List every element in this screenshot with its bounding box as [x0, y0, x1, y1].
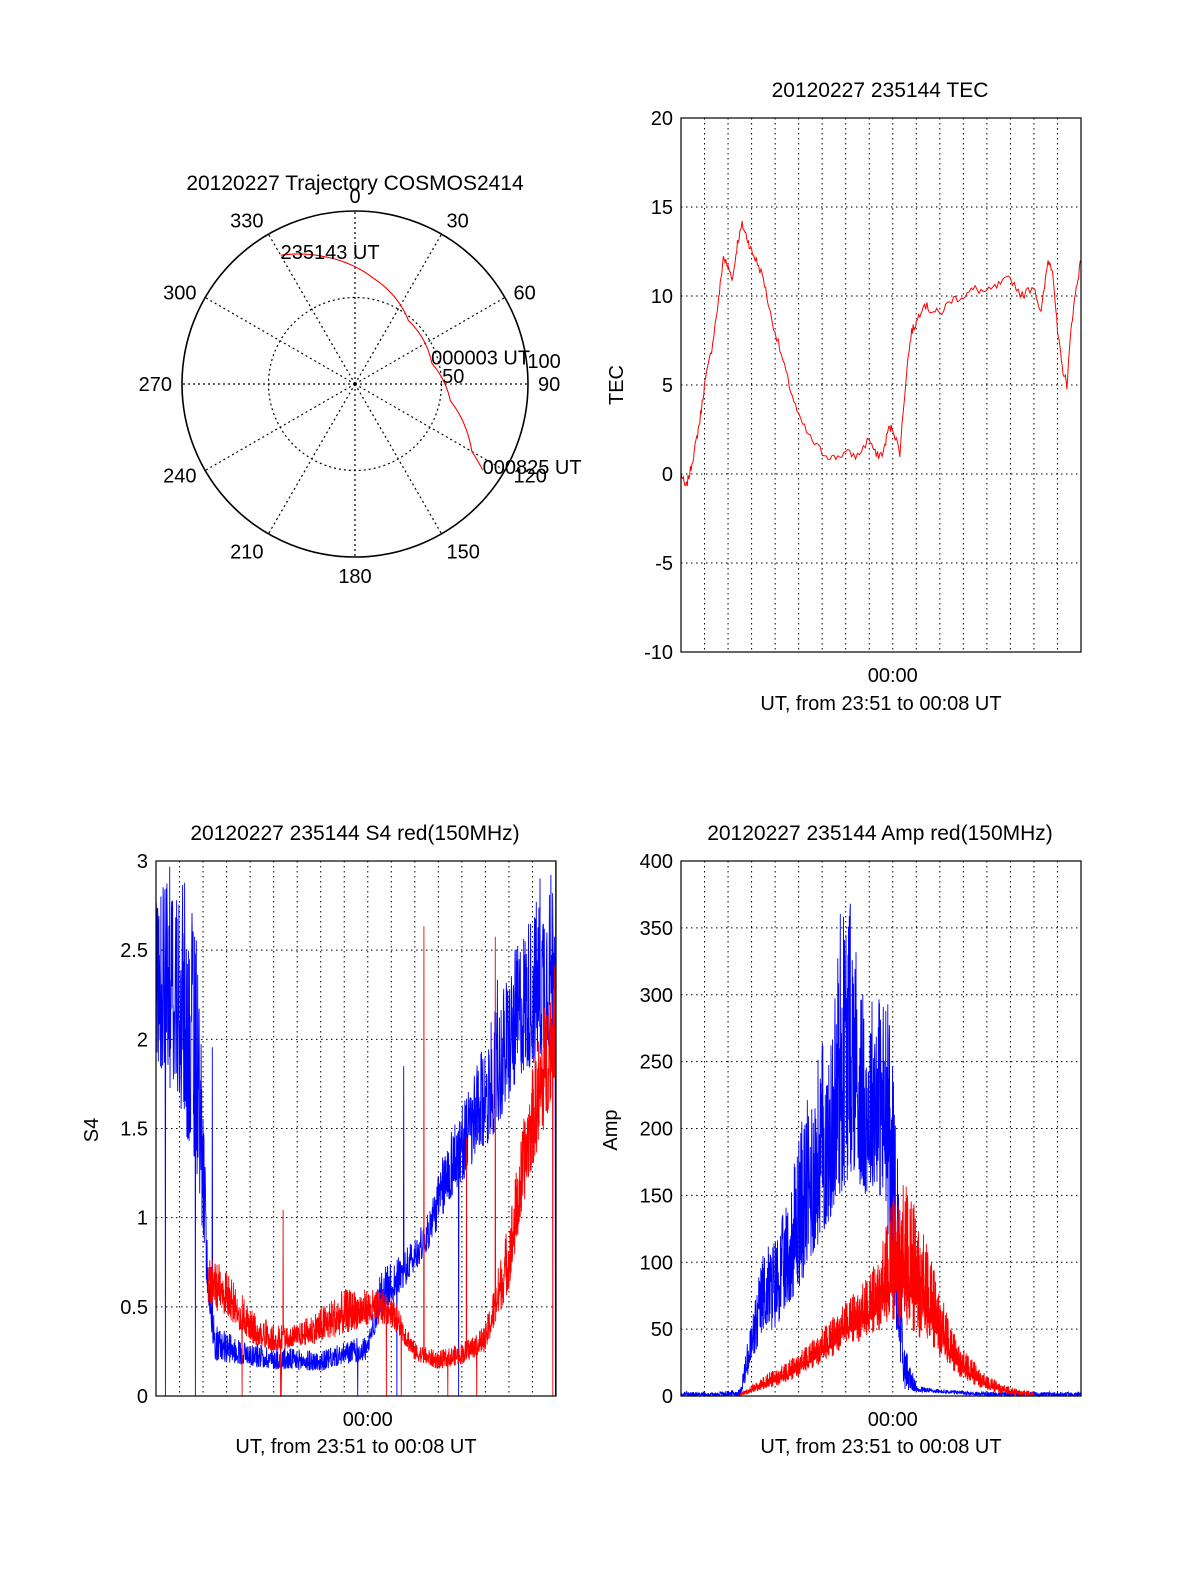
amp-title: 20120227 235144 Amp red(150MHz) [707, 822, 1053, 845]
amp-y-tick-label: 250 [640, 1052, 673, 1074]
polar-angle-labels: 0 30 60 90 120 150 180 210 240 270 300 330 [139, 186, 561, 588]
amp-series-line [739, 1185, 1035, 1397]
s4-x-label: UT, from 23:51 to 00:08 UT [235, 1436, 476, 1458]
tec-y-tick-labels: 20 15 10 5 0 -5 -10 [644, 108, 673, 664]
amp-y-tick-label: 50 [651, 1319, 673, 1341]
amp-axes-frame [680, 860, 1082, 1397]
tec-y-tick-label: -10 [644, 642, 673, 664]
tec-title: 20120227 235144 TEC [772, 79, 989, 102]
tec-y-tick-label: 20 [651, 108, 673, 130]
polar-spoke [354, 296, 506, 385]
trajectory-title: 20120227 Trajectory COSMOS2414 [186, 172, 524, 195]
tec-y-tick-label: 0 [662, 464, 673, 486]
s4-y-tick-label: 1 [137, 1208, 148, 1230]
s4-y-tick-label: 3 [137, 851, 148, 873]
tec-y-tick-label: 15 [651, 197, 673, 219]
polar-time-annotation: 000825 UT [483, 457, 582, 479]
amp-x-tick-label: 00:00 [868, 1409, 918, 1431]
tec-x-tick-labels: 00:00 [868, 665, 918, 687]
amp-y-tick-label: 400 [640, 851, 673, 873]
s4-plot: 20120227 235144 S4 red(150MHz) 3 2.5 2 1.5 1… [81, 822, 557, 1458]
polar-radius-labels: 50 100 [442, 351, 561, 388]
s4-y-tick-label: 2 [137, 1029, 148, 1051]
polar-trajectory [280, 253, 484, 471]
polar-radius-label: 100 [527, 351, 560, 373]
s4-y-tick-labels: 3 2.5 2 1.5 1 0.5 0 [120, 851, 148, 1408]
s4-y-tick-label: 2.5 [120, 940, 148, 962]
amp-y-tick-label: 200 [640, 1119, 673, 1141]
polar-annotations: 235143 UT 000003 UT 000825 UT [281, 242, 582, 479]
amp-y-tick-labels: 400 350 300 250 200 150 100 50 0 [640, 851, 673, 1408]
amp-y-tick-label: 350 [640, 918, 673, 940]
polar-spoke [354, 233, 443, 385]
tec-series [680, 220, 1082, 487]
polar-angle-label: 150 [447, 541, 480, 563]
polar-spoke [267, 233, 356, 385]
amp-x-label: UT, from 23:51 to 00:08 UT [760, 1436, 1001, 1458]
s4-y-tick-label: 1.5 [120, 1119, 148, 1141]
polar-angle-label: 180 [338, 566, 371, 588]
polar-angle-label: 240 [163, 466, 196, 488]
polar-grid [181, 210, 529, 558]
polar-angle-label: 300 [163, 283, 196, 305]
s4-series-line [155, 862, 557, 1397]
polar-spoke [267, 383, 356, 535]
tec-y-tick-label: 5 [662, 375, 673, 397]
polar-spoke [354, 383, 506, 472]
polar-angle-label: 0 [349, 186, 360, 208]
s4-title: 20120227 235144 S4 red(150MHz) [190, 822, 519, 845]
polar-time-annotation: 000003 UT [431, 348, 530, 370]
tec-series-line [680, 220, 1082, 487]
polar-angle-label: 30 [447, 211, 469, 233]
amp-y-tick-label: 100 [640, 1252, 673, 1274]
amp-plot: 20120227 235144 Amp red(150MHz) 400 350 30… [600, 822, 1082, 1458]
polar-angle-label: 330 [230, 211, 263, 233]
tec-y-label: TEC [606, 365, 628, 405]
tec-x-label: UT, from 23:51 to 00:08 UT [760, 693, 1001, 715]
polar-outer-circle [181, 210, 529, 558]
tec-y-tick-label: -5 [655, 553, 673, 575]
polar-angle-label: 210 [230, 541, 263, 563]
s4-x-tick-label: 00:00 [343, 1409, 393, 1431]
polar-spoke [204, 296, 356, 385]
polar-trajectory-line [280, 253, 484, 471]
amp-x-tick-labels: 00:00 [868, 1409, 918, 1431]
s4-y-tick-label: 0 [137, 1386, 148, 1408]
polar-spoke [204, 383, 356, 472]
amp-y-tick-label: 300 [640, 985, 673, 1007]
amp-series [680, 903, 1082, 1398]
s4-y-tick-label: 0.5 [120, 1297, 148, 1319]
trajectory-polar-plot: 20120227 Trajectory COSMOS2414 0 30 60 90 12… [139, 172, 582, 588]
s4-y-label: S4 [81, 1118, 103, 1142]
tec-grid [681, 118, 1081, 652]
s4-series-line [207, 926, 557, 1397]
tec-axes-frame [680, 117, 1082, 653]
polar-angle-label: 120 [513, 466, 546, 488]
tec-x-tick-label: 00:00 [868, 665, 918, 687]
polar-angle-label: 60 [513, 283, 535, 305]
tec-y-tick-label: 10 [651, 286, 673, 308]
polar-time-annotation: 235143 UT [281, 242, 380, 264]
amp-y-tick-label: 0 [662, 1386, 673, 1408]
amp-y-label: Amp [600, 1109, 622, 1150]
s4-axes-frame [155, 860, 557, 1397]
s4-x-tick-labels: 00:00 [343, 1409, 393, 1431]
polar-radius-label: 50 [442, 366, 464, 388]
polar-angle-label: 270 [139, 374, 172, 396]
amp-y-tick-label: 150 [640, 1185, 673, 1207]
polar-spoke [354, 383, 443, 535]
polar-angle-label: 90 [538, 374, 560, 396]
s4-series [155, 862, 557, 1397]
